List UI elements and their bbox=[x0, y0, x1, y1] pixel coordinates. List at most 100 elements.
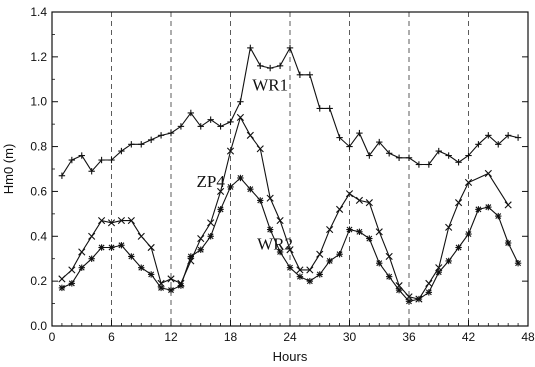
y-tick-label: 0.8 bbox=[30, 140, 47, 154]
data-point-wr2 bbox=[118, 242, 125, 249]
data-point-wr2 bbox=[415, 295, 423, 303]
data-point-wr2 bbox=[435, 268, 442, 276]
data-point-wr2 bbox=[385, 273, 393, 280]
data-point-wr1 bbox=[366, 152, 373, 159]
data-point-wr2 bbox=[207, 233, 214, 240]
data-point-wr1 bbox=[138, 141, 145, 148]
data-point-wr2 bbox=[197, 246, 204, 253]
ticks-layer: 0 6 12 18 24 30 36 42 48 0.0 0.2 0.4 0.6 0.8 1.0 1.2 1.4 bbox=[30, 5, 535, 344]
data-point-zp4 bbox=[266, 194, 274, 202]
data-point-wr2 bbox=[366, 235, 373, 242]
data-point-wr2 bbox=[475, 206, 482, 213]
data-point-wr2 bbox=[316, 271, 323, 278]
data-point-zp4 bbox=[345, 190, 354, 198]
data-point-wr1 bbox=[98, 156, 105, 164]
x-tick-label: 30 bbox=[343, 330, 357, 344]
data-point-wr1 bbox=[58, 172, 66, 179]
x-tick-label: 0 bbox=[49, 330, 56, 344]
data-point-zp4 bbox=[375, 228, 383, 236]
data-point-wr1 bbox=[445, 152, 452, 159]
data-point-wr1 bbox=[266, 64, 274, 72]
data-point-zp4 bbox=[316, 250, 324, 258]
data-point-wr1 bbox=[306, 71, 314, 78]
data-point-wr2 bbox=[247, 185, 254, 193]
series-label-zp4: ZP4 bbox=[196, 172, 225, 191]
data-point-wr2 bbox=[187, 253, 195, 260]
data-point-wr1 bbox=[504, 132, 512, 139]
x-tick-label: 12 bbox=[164, 330, 178, 344]
series-wr1 bbox=[58, 44, 522, 179]
data-point-zp4 bbox=[306, 266, 314, 274]
data-point-wr1 bbox=[147, 136, 155, 144]
data-point-zp4 bbox=[256, 145, 264, 153]
data-point-wr1 bbox=[395, 154, 403, 161]
data-point-wr2 bbox=[405, 298, 413, 305]
data-point-wr2 bbox=[336, 251, 343, 258]
y-axis-title: Hm0 (m) bbox=[1, 144, 16, 195]
data-point-wr1 bbox=[326, 105, 333, 112]
data-point-wr1 bbox=[286, 44, 294, 52]
data-point-wr2 bbox=[78, 264, 85, 271]
data-point-wr2 bbox=[177, 282, 185, 289]
data-point-wr2 bbox=[465, 230, 472, 238]
data-point-wr1 bbox=[465, 152, 472, 159]
data-point-wr2 bbox=[306, 277, 314, 285]
data-point-wr2 bbox=[257, 197, 264, 204]
data-point-wr2 bbox=[326, 257, 333, 265]
data-point-wr2 bbox=[138, 264, 145, 271]
data-point-wr1 bbox=[415, 161, 423, 168]
data-point-wr2 bbox=[485, 203, 492, 211]
data-point-wr2 bbox=[266, 226, 274, 233]
data-point-wr1 bbox=[475, 141, 482, 148]
data-point-zp4 bbox=[365, 199, 373, 207]
data-point-wr2 bbox=[98, 244, 105, 251]
data-point-zp4 bbox=[226, 147, 235, 155]
series-label-wr2: WR2 bbox=[257, 235, 293, 254]
data-point-wr2 bbox=[514, 260, 522, 267]
data-point-wr1 bbox=[108, 156, 115, 164]
data-point-zp4 bbox=[286, 246, 294, 254]
data-point-wr1 bbox=[346, 143, 353, 150]
data-point-wr2 bbox=[504, 239, 512, 247]
data-point-wr2 bbox=[237, 174, 244, 182]
data-point-zp4 bbox=[236, 113, 245, 122]
labels-layer: WR1 ZP4 WR2 bbox=[196, 76, 293, 254]
data-point-wr1 bbox=[356, 129, 363, 137]
x-tick-label: 18 bbox=[224, 330, 238, 344]
data-point-zp4 bbox=[335, 205, 344, 213]
y-tick-label: 1.2 bbox=[30, 50, 47, 64]
data-point-zp4 bbox=[326, 225, 334, 234]
data-point-zp4 bbox=[68, 266, 76, 274]
data-point-zp4 bbox=[58, 275, 66, 283]
data-point-wr2 bbox=[286, 264, 294, 271]
data-point-wr2 bbox=[376, 260, 383, 267]
data-point-wr1 bbox=[78, 152, 85, 159]
data-point-wr1 bbox=[455, 159, 462, 166]
y-tick-label: 0.0 bbox=[30, 319, 47, 333]
x-tick-label: 36 bbox=[402, 330, 416, 344]
data-point-wr2 bbox=[147, 271, 155, 278]
data-point-zp4 bbox=[127, 216, 135, 225]
data-point-wr1 bbox=[385, 150, 393, 157]
data-point-wr1 bbox=[237, 98, 244, 105]
data-point-zp4 bbox=[454, 199, 463, 207]
data-point-zp4 bbox=[207, 219, 215, 227]
data-point-zp4 bbox=[246, 131, 254, 139]
data-point-zp4 bbox=[167, 275, 175, 283]
data-point-wr2 bbox=[68, 280, 76, 287]
data-point-zp4 bbox=[296, 266, 304, 274]
data-point-zp4 bbox=[197, 234, 205, 243]
data-point-wr1 bbox=[187, 109, 195, 117]
x-tick-label: 24 bbox=[283, 330, 297, 344]
data-point-zp4 bbox=[88, 232, 96, 240]
data-point-wr2 bbox=[88, 255, 95, 262]
data-point-wr2 bbox=[455, 244, 462, 251]
data-point-zp4 bbox=[445, 223, 453, 231]
data-point-wr2 bbox=[346, 226, 353, 233]
data-point-wr1 bbox=[227, 118, 234, 126]
data-point-zp4 bbox=[385, 252, 393, 261]
data-point-wr1 bbox=[177, 123, 185, 130]
data-point-wr1 bbox=[316, 105, 323, 112]
data-point-wr1 bbox=[425, 161, 433, 168]
data-point-zp4 bbox=[147, 243, 155, 252]
